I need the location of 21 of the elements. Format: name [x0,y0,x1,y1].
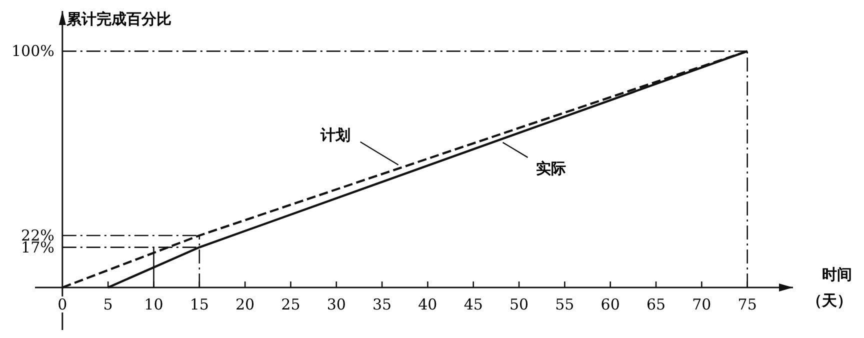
x-tick-label: 45 [464,295,483,314]
y-axis-title: 累计完成百分比 [65,10,172,28]
x-tick-label: 40 [418,295,438,314]
text: 实际 [536,159,566,178]
x-tick-label: 10 [144,295,164,314]
x-tick-label: 65 [646,295,666,314]
x-tick-label: 25 [281,295,300,314]
x-tick-label: 30 [326,295,346,314]
x-tick-label: 5 [103,295,113,314]
x-tick-label: 60 [600,295,620,314]
y-tick-label: 100% [12,42,54,60]
x-tick-label: 35 [372,295,392,314]
x-tick-label: 0 [58,295,68,314]
x-tick-label: 75 [738,295,757,314]
x-tick-label: 70 [692,295,712,314]
x-axis-title: 时间（天） [807,265,852,310]
x-tick-label: 55 [555,295,574,314]
text: 计划 [319,126,350,144]
x-tick-label: 50 [509,295,529,314]
x-tick-label: 15 [190,295,209,314]
x-tick-label: 20 [236,295,255,314]
